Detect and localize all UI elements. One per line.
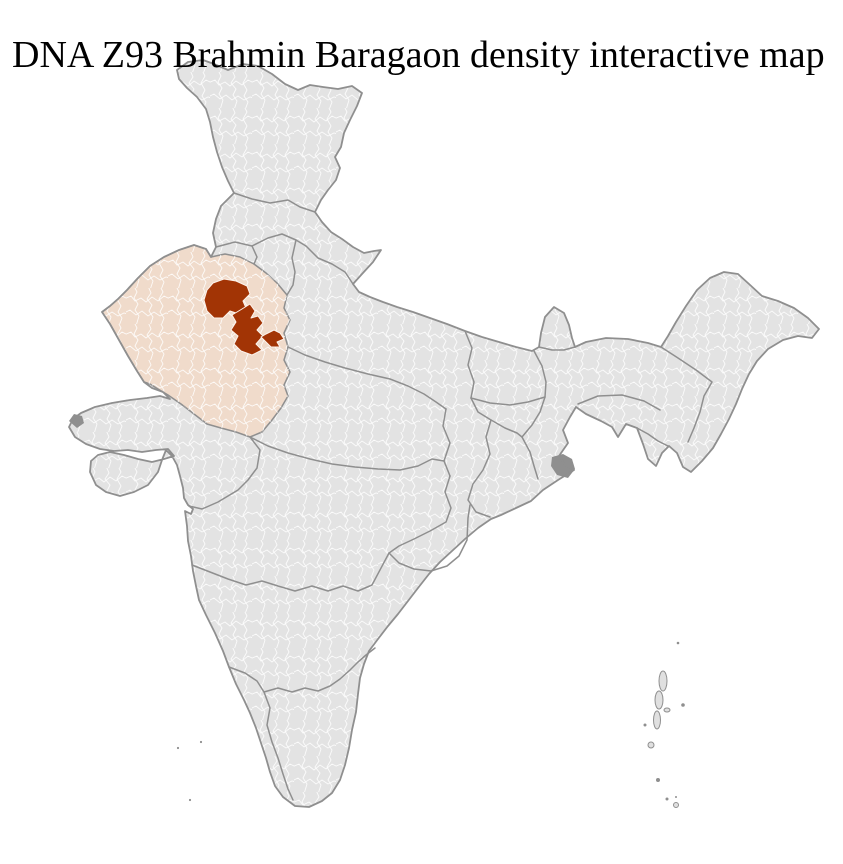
highlighted-district-east[interactable]	[260, 329, 285, 348]
highlighted-district-central[interactable]	[230, 303, 264, 356]
district-grid-overlay	[69, 60, 819, 807]
india-outline	[68, 59, 820, 808]
andaman-nicobar-islands[interactable]	[643, 641, 685, 808]
state-borders	[188, 192, 713, 801]
page-title: DNA Z93 Brahmin Baragaon density interac…	[12, 34, 825, 77]
lakshadweep-islands[interactable]	[176, 740, 203, 802]
kutch-west-dense-patch	[69, 414, 84, 428]
highlighted-district-cluster[interactable]	[203, 278, 285, 356]
sundarbans-dense-patch	[551, 454, 575, 478]
